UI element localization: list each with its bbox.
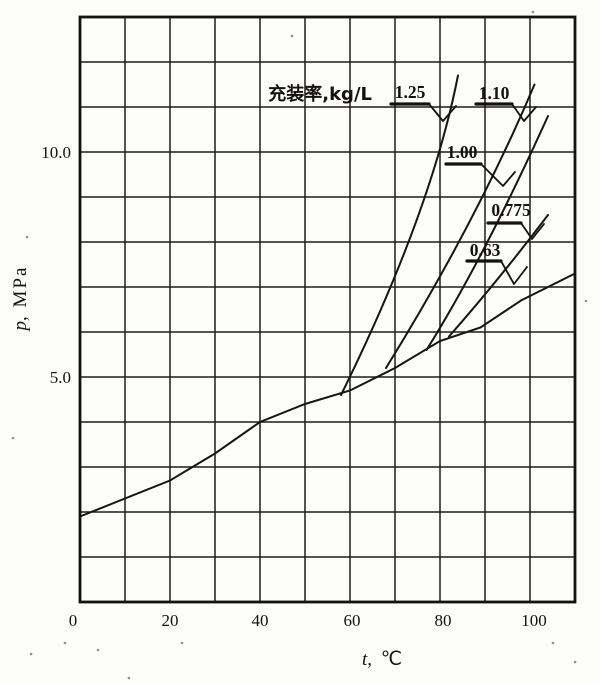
x-tick-label-80: 80	[435, 611, 452, 630]
scan-speck	[63, 641, 67, 645]
callout-1.00-text: 1.00	[447, 142, 478, 162]
callout-0.63-leader-line	[500, 260, 528, 285]
callout-0.63-text: 0.63	[470, 240, 501, 260]
scan-speck	[25, 235, 29, 239]
scan-speck	[551, 641, 555, 645]
callout-0.775-text: 0.775	[491, 200, 531, 220]
callout-1.00-leader-line	[480, 163, 516, 187]
fill-rate-title-text: 充装率,kg/L	[268, 83, 372, 105]
scan-speck	[290, 34, 294, 38]
x-tick-label-100: 100	[521, 611, 547, 630]
x-tick-label-0: 0	[69, 611, 78, 630]
plot-border	[78, 15, 577, 604]
callout-1.25-leader-line	[428, 103, 457, 122]
scan-speck	[29, 652, 33, 656]
scan-speck	[573, 660, 577, 664]
scan-speck	[11, 436, 15, 440]
curve-fill-rate-1.00	[425, 115, 549, 351]
y-axis-title: p, MPa	[10, 266, 31, 333]
scan-speck	[180, 641, 184, 645]
callout-labels: 充装率,kg/L 1.25 1.10 1.00 0.775 0.63	[268, 82, 545, 285]
curves	[79, 74, 576, 518]
scan-speck	[584, 299, 588, 303]
curve-fill-rate-1.10	[385, 83, 536, 369]
curve-fill-rate-0.63	[79, 272, 576, 518]
x-tick-label-60: 60	[344, 611, 361, 630]
scan-speck	[127, 676, 131, 680]
tick-labels: 0 20 40 60 80 100 5.0 10.0	[41, 143, 547, 630]
scan-specks	[11, 10, 588, 680]
callout-1.10-text: 1.10	[479, 83, 510, 103]
axis-titles: t, ℃ p, MPa	[10, 266, 404, 670]
callout-1.10-leader-line	[511, 103, 537, 122]
scan-speck	[96, 648, 100, 652]
y-tick-label-5.0: 5.0	[50, 368, 71, 387]
callout-1.25-text: 1.25	[395, 82, 426, 102]
x-axis-title: t, ℃	[362, 649, 404, 670]
curve-fill-rate-0.775	[448, 214, 549, 338]
y-tick-label-10.0: 10.0	[41, 143, 71, 162]
x-tick-label-20: 20	[162, 611, 179, 630]
callout-0.775-leader-line	[520, 222, 545, 240]
x-tick-label-40: 40	[252, 611, 269, 630]
scan-speck	[531, 10, 535, 14]
